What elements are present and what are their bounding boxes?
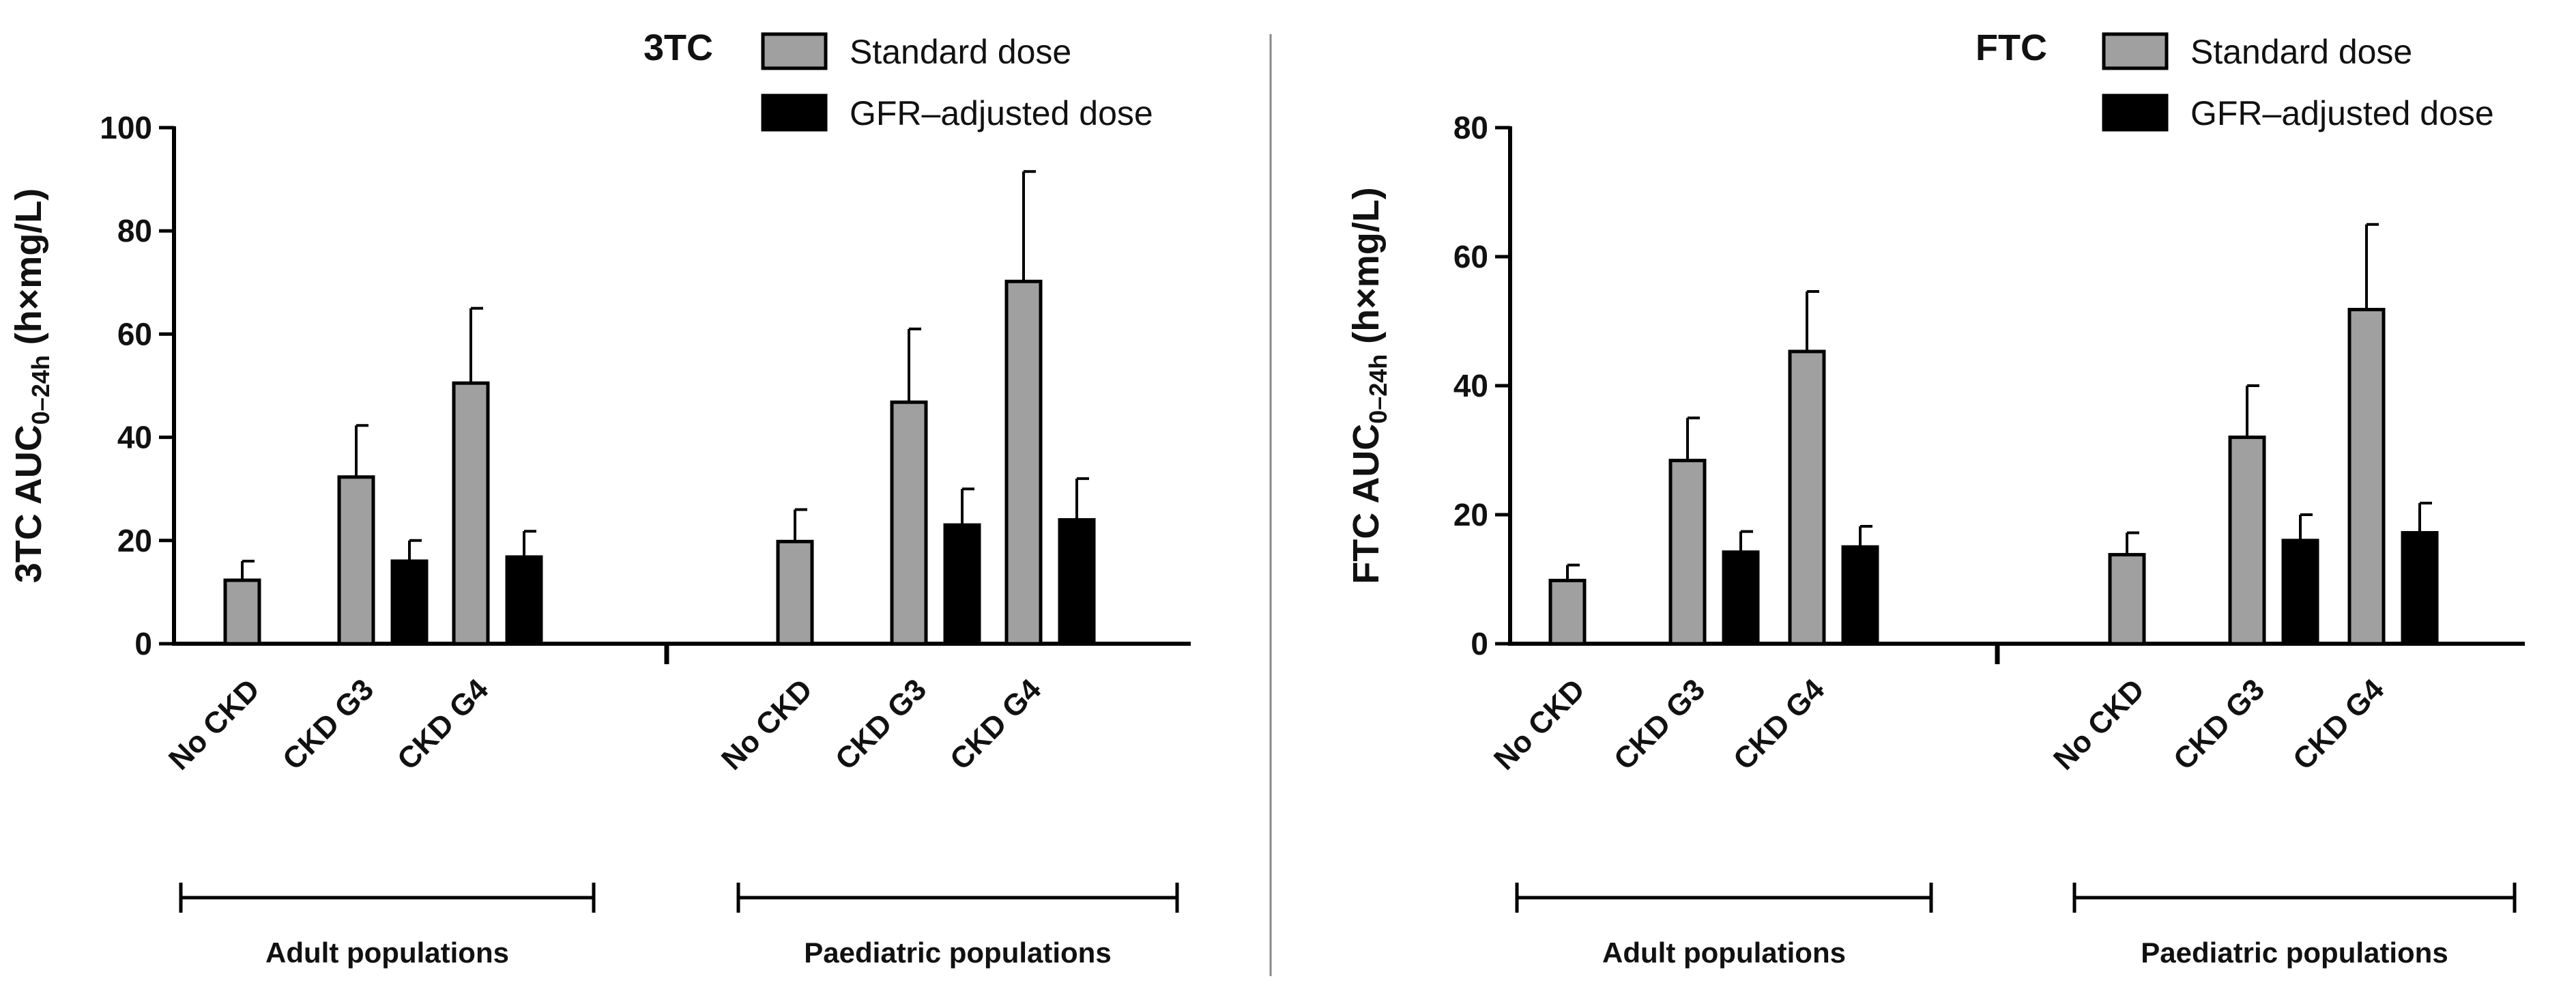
y-tick-label: 100 — [100, 110, 152, 145]
bar-gfr-adjusted — [390, 559, 429, 646]
legend-label-0: Standard dose — [850, 33, 1071, 71]
group-label: Paediatric populations — [804, 937, 1111, 969]
bar-gfr-adjusted — [2281, 539, 2319, 646]
panel-title: FTC — [1976, 27, 2047, 68]
bar-standard — [337, 475, 375, 646]
x-category-label: CKD G3 — [276, 672, 380, 776]
x-category-label: CKD G4 — [391, 672, 495, 777]
y-tick-label: 60 — [117, 316, 152, 352]
bar-standard — [1004, 279, 1043, 646]
x-category-label: No CKD — [162, 672, 266, 776]
y-axis-label: 3TC AUC0–24h (h×mg/L) — [8, 188, 55, 584]
legend-label-1: GFR–adjusted dose — [2190, 94, 2494, 132]
bar-standard — [1668, 459, 1707, 646]
x-category-label: CKD G4 — [944, 672, 1048, 777]
group-label: Paediatric populations — [2141, 937, 2448, 969]
y-tick-label: 40 — [117, 420, 152, 455]
bar-gfr-adjusted — [1841, 545, 1879, 646]
bar-standard — [1788, 350, 1826, 646]
bar-gfr-adjusted — [943, 523, 981, 646]
x-category-label: CKD G4 — [1727, 672, 1832, 777]
x-category-label: CKD G4 — [2287, 672, 2391, 777]
legend-swatch-1 — [761, 94, 828, 132]
x-category-label: CKD G3 — [1608, 672, 1711, 776]
panel-title: 3TC — [643, 27, 713, 68]
bar-gfr-adjusted — [1058, 518, 1096, 646]
bar-gfr-adjusted — [1722, 550, 1760, 646]
y-tick-label: 40 — [1453, 368, 1488, 403]
chart-panel-3tc: 3TC Standard dose GFR–adjusted dose 0 20 40 60… — [8, 27, 1191, 969]
bar-gfr-adjusted — [2401, 530, 2439, 646]
y-axis-label: FTC AUC0–24h (h×mg/L) — [1346, 187, 1392, 584]
x-category-label: No CKD — [1488, 672, 1591, 776]
y-tick-label: 20 — [117, 523, 152, 558]
group-label: Adult populations — [1602, 937, 1846, 969]
y-tick-label: 20 — [1453, 497, 1488, 532]
x-category-label: No CKD — [715, 672, 819, 776]
group-label: Adult populations — [265, 937, 509, 969]
y-tick-label: 60 — [1453, 239, 1488, 274]
bar-standard — [1548, 578, 1587, 646]
bar-standard — [2228, 436, 2266, 646]
bar-standard — [776, 539, 814, 646]
y-tick-label: 0 — [134, 626, 152, 661]
legend-label-0: Standard dose — [2190, 33, 2412, 71]
bar-standard — [223, 578, 261, 646]
bar-standard — [890, 400, 928, 646]
legend-label-1: GFR–adjusted dose — [850, 94, 1153, 132]
bar-standard — [2347, 307, 2386, 646]
bar-standard — [2108, 553, 2146, 646]
chart-panel-ftc: FTC Standard dose GFR–adjusted dose 0 20 40 60… — [1346, 27, 2525, 969]
legend-swatch-0 — [2102, 32, 2169, 70]
legend-swatch-1 — [2102, 94, 2169, 132]
x-category-label: No CKD — [2047, 672, 2151, 776]
y-tick-label: 80 — [1453, 110, 1488, 145]
bar-gfr-adjusted — [505, 555, 543, 646]
x-category-label: CKD G3 — [829, 672, 933, 776]
y-tick-label: 80 — [117, 213, 152, 248]
legend-swatch-0 — [761, 32, 828, 70]
y-tick-label: 0 — [1471, 626, 1488, 661]
x-category-label: CKD G3 — [2167, 672, 2271, 776]
bar-standard — [452, 381, 490, 646]
